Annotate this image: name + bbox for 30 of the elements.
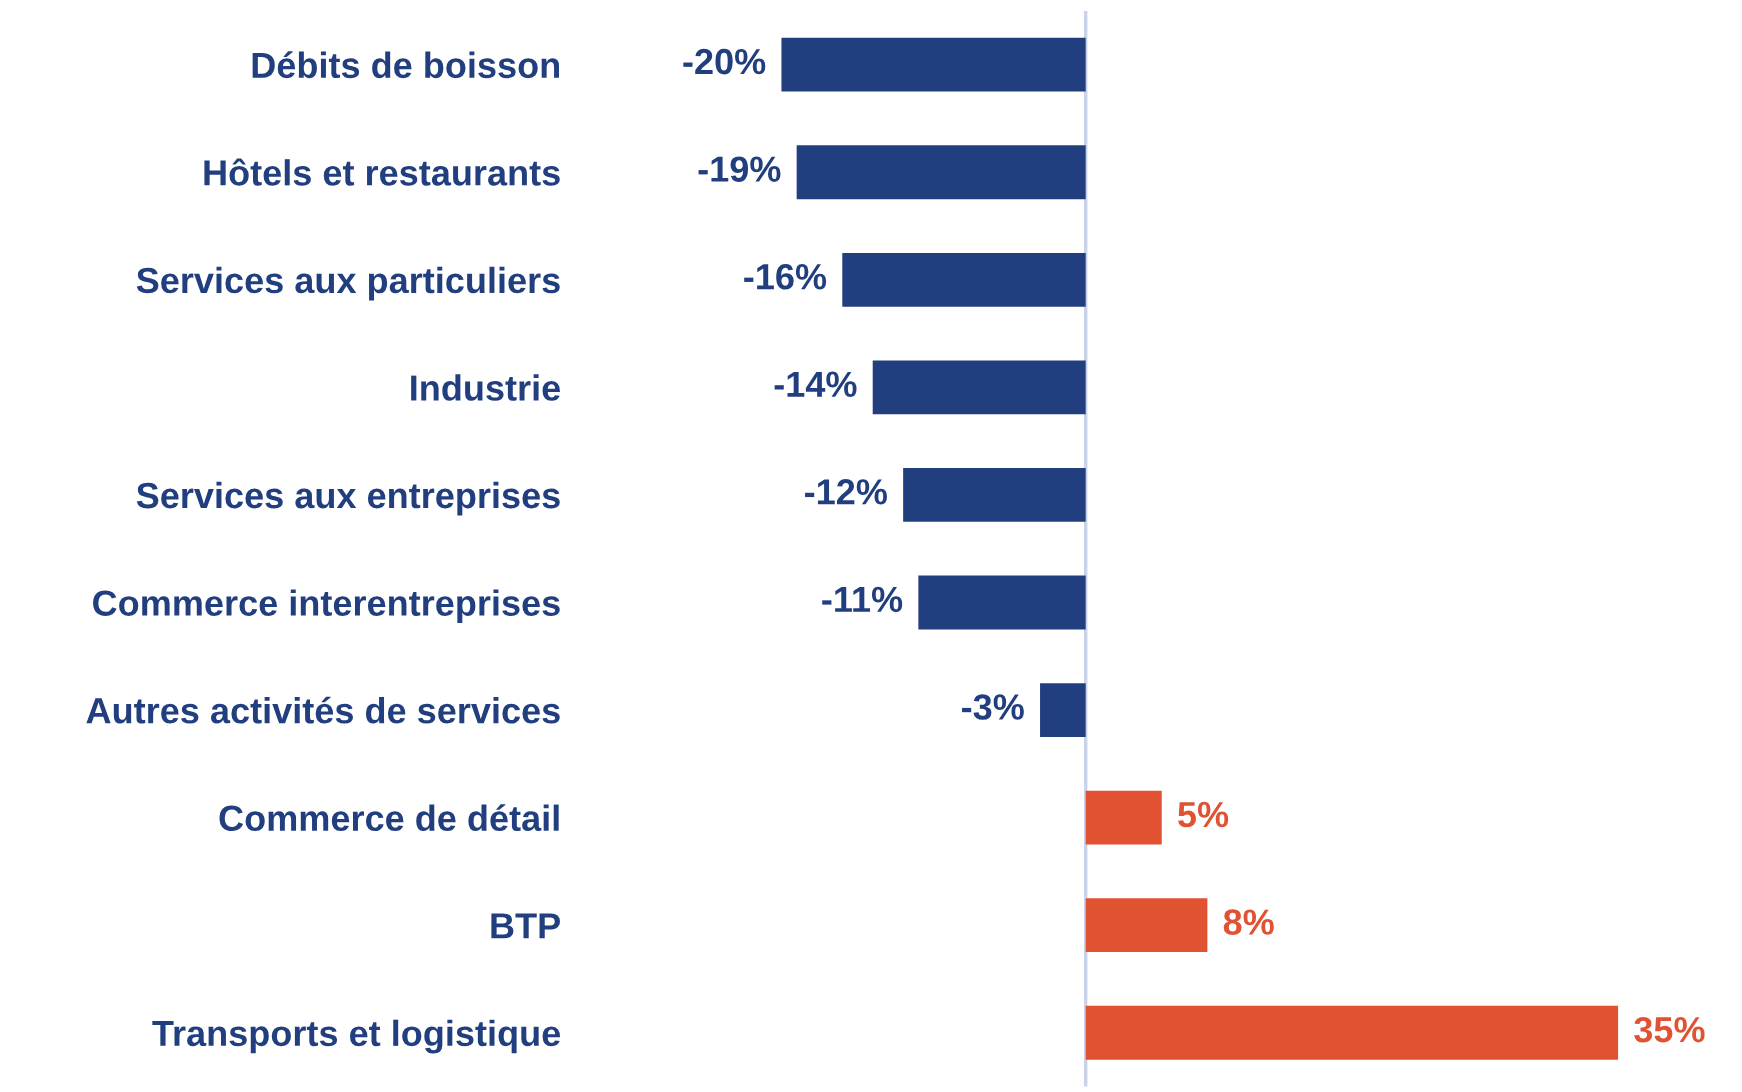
y-tick-label: Services aux particuliers [136,266,560,301]
data-label: 5% [1178,801,1229,828]
bar [872,360,1086,415]
bar [903,468,1086,522]
data-label: 35% [1634,1016,1705,1043]
y-tick-label: BTP [491,913,560,939]
y-tick-label: Autres activités de services [86,696,560,724]
data-label: -16% [744,263,827,290]
bar [796,145,1086,200]
y-tick-label: Services aux entreprises [136,481,560,516]
data-label: -19% [698,156,781,182]
y-tick-label: Hôtels et restaurants [204,158,560,186]
bar [842,252,1086,307]
bar [781,37,1086,92]
data-label: -3% [962,694,1024,720]
data-label: -11% [822,586,903,613]
bar [1085,1005,1619,1060]
y-tick-label: Industrie [411,374,560,401]
y-tick-label: Commerce interentreprises [93,589,560,624]
bar [918,575,1086,630]
data-label: 8% [1223,909,1274,935]
y-tick-label: Transports et logistique [152,1019,561,1054]
data-label: -12% [805,479,887,505]
data-label: -14% [774,371,857,398]
bar [1085,898,1208,953]
bar [1040,683,1086,737]
bar [1085,790,1162,845]
y-tick-label: Commerce de détail [219,804,559,832]
data-label: -20% [683,48,766,75]
y-tick-label: Débits de boisson [252,51,559,79]
